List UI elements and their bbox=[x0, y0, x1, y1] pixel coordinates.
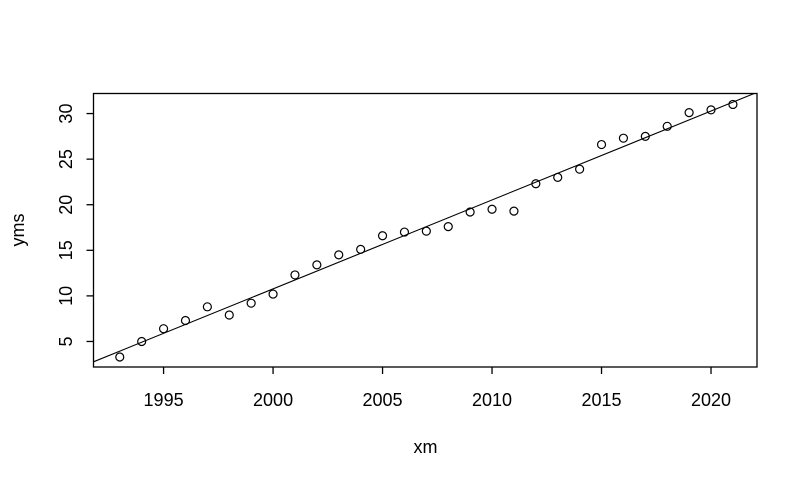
data-point bbox=[684, 108, 694, 118]
x-tick-label: 1995 bbox=[144, 390, 184, 410]
data-point bbox=[509, 206, 519, 216]
data-point bbox=[224, 310, 234, 320]
x-tick-label: 2005 bbox=[363, 390, 403, 410]
data-point bbox=[158, 324, 169, 334]
y-tick-label: 20 bbox=[56, 195, 76, 215]
data-point bbox=[180, 315, 191, 326]
data-point bbox=[553, 172, 563, 182]
data-point bbox=[312, 260, 322, 270]
data-point bbox=[531, 179, 541, 189]
y-tick-label: 5 bbox=[56, 336, 76, 346]
data-point bbox=[618, 133, 629, 143]
y-axis-label: yms bbox=[8, 213, 28, 247]
data-point bbox=[137, 336, 147, 347]
data-point bbox=[421, 226, 431, 236]
data-point bbox=[596, 139, 607, 150]
data-point bbox=[334, 250, 344, 260]
x-tick-label: 2010 bbox=[472, 390, 512, 410]
data-point bbox=[246, 298, 256, 308]
data-point bbox=[706, 105, 716, 115]
data-point bbox=[115, 352, 125, 362]
data-point bbox=[487, 204, 497, 214]
data-point bbox=[575, 164, 585, 174]
plot-box bbox=[92, 92, 758, 368]
data-point bbox=[465, 207, 475, 217]
y-tick-label: 30 bbox=[56, 104, 76, 124]
data-point bbox=[662, 121, 672, 131]
data-point bbox=[728, 99, 738, 110]
y-tick-label: 25 bbox=[56, 149, 76, 169]
x-tick-label: 2015 bbox=[582, 390, 622, 410]
x-tick-label: 2000 bbox=[253, 390, 293, 410]
data-point bbox=[640, 131, 650, 141]
data-point bbox=[290, 270, 300, 280]
data-point bbox=[268, 289, 278, 299]
data-point bbox=[202, 302, 212, 312]
data-point bbox=[399, 227, 410, 237]
data-point bbox=[377, 231, 388, 241]
x-tick-label: 2020 bbox=[691, 390, 731, 410]
y-tick-label: 10 bbox=[56, 286, 76, 306]
y-tick-label: 15 bbox=[56, 240, 76, 260]
data-point bbox=[443, 222, 453, 232]
x-axis-label: xm bbox=[413, 437, 438, 457]
data-point bbox=[356, 244, 366, 254]
